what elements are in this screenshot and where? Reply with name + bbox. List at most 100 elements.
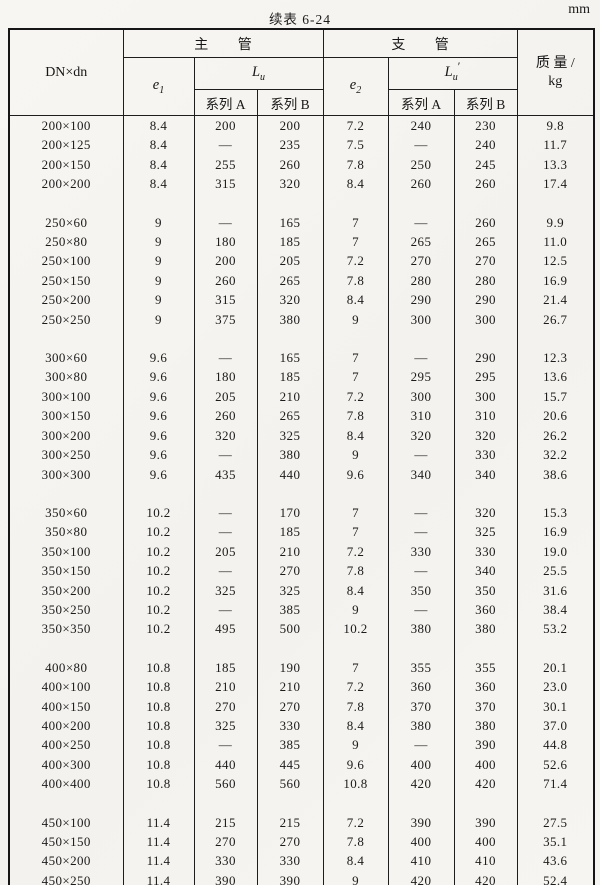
cell-dn: 350×80: [8, 522, 124, 542]
table-cell: 330: [453, 541, 518, 562]
separator-cell: [453, 638, 518, 658]
cell-dn: 450×250: [8, 870, 124, 885]
table-cell: 420: [387, 870, 455, 885]
table-cell: 185: [193, 657, 258, 678]
table-cell: 9: [122, 232, 195, 252]
table-cell: 270: [193, 832, 258, 852]
table-cell: 390: [193, 870, 258, 885]
table-cell: 390: [453, 735, 518, 755]
cell-dn: 400×100: [8, 677, 124, 697]
table-cell: 320: [453, 502, 518, 523]
table-cell: 10.2: [122, 522, 195, 542]
separator-cell: [453, 793, 518, 813]
table-cell: 380: [387, 715, 455, 736]
table-cell: 560: [193, 774, 258, 794]
table-cell: 210: [256, 677, 324, 697]
separator-cell: [516, 638, 595, 658]
table-cell: 8.4: [322, 425, 389, 446]
table-row: 250×250 9 375 380 9 300 300 26.7: [8, 309, 595, 330]
table-cell: 270: [256, 832, 324, 852]
table-cell: 210: [256, 541, 324, 562]
table-cell: 9.6: [122, 386, 195, 407]
table-cell: 200: [193, 251, 258, 271]
table-cell: 320: [193, 425, 258, 446]
cell-dn: 300×300: [8, 464, 124, 484]
table-cell: 350: [453, 580, 518, 600]
table-cell: 400: [387, 754, 455, 775]
table-cell: 440: [193, 754, 258, 775]
separator-cell: [193, 193, 258, 213]
table-cell: 9.6: [122, 406, 195, 426]
table-cell: 260: [453, 212, 518, 233]
table-cell: 9: [322, 870, 389, 885]
separator-cell: [8, 793, 124, 813]
table-cell: 495: [193, 619, 258, 639]
table-cell: —: [387, 348, 455, 368]
table-cell: 235: [256, 135, 324, 155]
separator-cell: [256, 329, 324, 349]
separator-cell: [387, 329, 455, 349]
table-cell: 445: [256, 754, 324, 775]
table-cell: 260: [193, 270, 258, 291]
table-cell: 7.2: [322, 251, 389, 271]
separator-cell: [516, 329, 595, 349]
table-cell: 265: [256, 270, 324, 291]
cell-dn: 400×400: [8, 774, 124, 794]
table-cell: 330: [193, 851, 258, 871]
separator-cell: [516, 793, 595, 813]
cell-dn: 350×350: [8, 619, 124, 639]
cell-dn: 450×200: [8, 851, 124, 871]
table-cell: 330: [387, 541, 455, 562]
table-caption: 续表 6-24: [268, 12, 332, 27]
table-cell: —: [193, 135, 258, 155]
table-cell: 9.6: [122, 425, 195, 446]
table-cell: 30.1: [516, 696, 595, 716]
table-cell: 9.9: [516, 212, 595, 233]
table-cell: —: [193, 735, 258, 755]
table-cell: 560: [256, 774, 324, 794]
separator-cell: [322, 329, 389, 349]
group-separator-row: [8, 329, 595, 349]
table-row: 450×150 11.4 270 270 7.8 400 400 35.1: [8, 832, 595, 852]
table-cell: 11.4: [122, 870, 195, 885]
table-row: 400×300 10.8 440 445 9.6 400 400 52.6: [8, 754, 595, 775]
separator-cell: [193, 329, 258, 349]
table-row: 250×100 9 200 205 7.2 270 270 12.5: [8, 251, 595, 271]
table-cell: 390: [387, 812, 455, 832]
dimension-table: DN×dn 主管 支管 质量/ kg e1 Lu e2 Lu′ 系列 A 系列 …: [8, 28, 596, 885]
table-cell: 310: [387, 406, 455, 426]
separator-cell: [122, 638, 195, 658]
table-cell: 7.2: [322, 812, 389, 832]
table-cell: —: [193, 445, 258, 465]
table-cell: 9.6: [122, 367, 195, 387]
table-cell: 9: [322, 445, 389, 465]
separator-cell: [8, 638, 124, 658]
cell-dn: 300×150: [8, 406, 124, 426]
table-cell: 10.8: [322, 774, 389, 794]
cell-dn: 250×100: [8, 251, 124, 271]
table-cell: 210: [193, 677, 258, 697]
header-series-b-main: 系列 B: [256, 89, 324, 116]
header-main-pipe: 主管: [122, 28, 324, 58]
table-cell: 435: [193, 464, 258, 484]
table-cell: 340: [387, 464, 455, 484]
table-row: 350×150 10.2—270 7.8—340 25.5: [8, 561, 595, 581]
header-series-a-main: 系列 A: [193, 89, 258, 116]
table-cell: 23.0: [516, 677, 595, 697]
table-cell: 380: [256, 309, 324, 330]
separator-cell: [322, 638, 389, 658]
table-cell: 215: [256, 812, 324, 832]
table-cell: 420: [387, 774, 455, 794]
cell-dn: 300×100: [8, 386, 124, 407]
table-cell: 7.8: [322, 154, 389, 175]
cell-dn: 350×150: [8, 561, 124, 581]
table-cell: 420: [453, 774, 518, 794]
table-row: 300×60 9.6—165 7—290 12.3: [8, 348, 595, 368]
table-cell: 300: [453, 386, 518, 407]
table-cell: 185: [256, 522, 324, 542]
table-cell: 9: [122, 251, 195, 271]
table-cell: 210: [256, 386, 324, 407]
table-cell: —: [387, 135, 455, 155]
table-cell: 500: [256, 619, 324, 639]
table-cell: 16.9: [516, 522, 595, 542]
